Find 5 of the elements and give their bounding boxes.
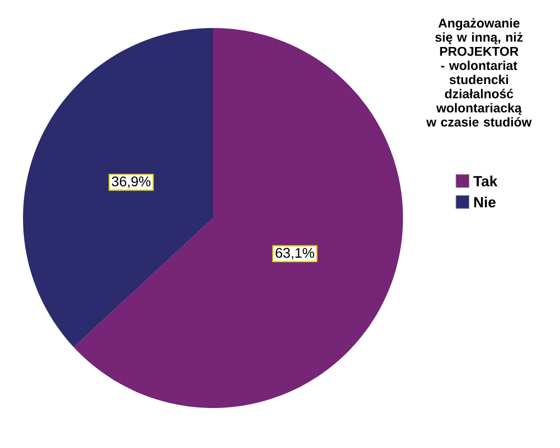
legend-label: Nie: [474, 196, 496, 208]
legend-label: Tak: [473, 176, 498, 186]
data-label: 36,9%: [112, 176, 150, 188]
data-label: 63,1%: [276, 248, 314, 260]
legend-title: Angażowanie się w inną, niż PROJEKTOR - wolontariat studencki działalność wolontariacką w czasie studiów: [426, 18, 532, 127]
